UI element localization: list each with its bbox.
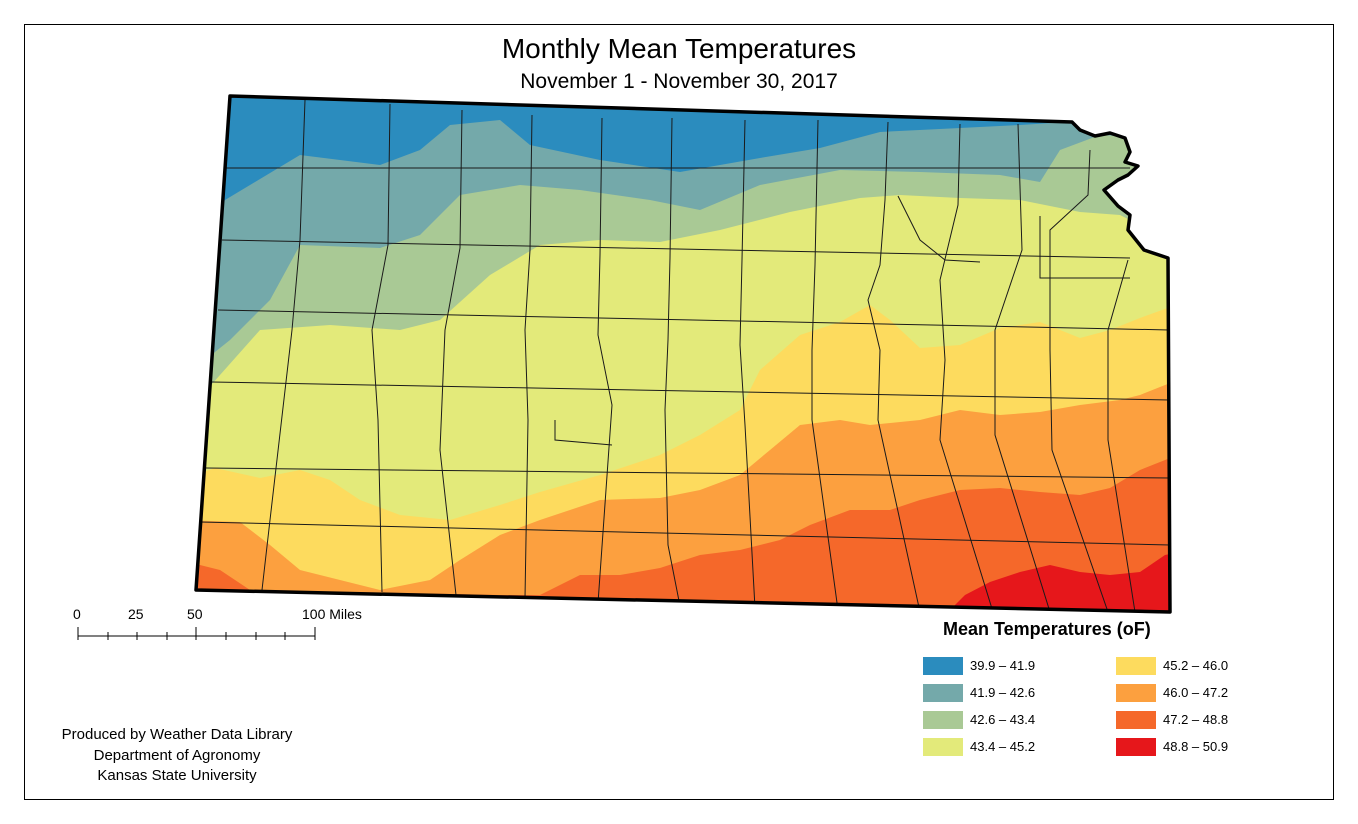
zone-47-2-48-8: [196, 450, 1170, 612]
legend-label: 42.6 – 43.4: [970, 712, 1036, 727]
scale-bar: [77, 627, 316, 640]
temperature-zones: [196, 96, 1170, 612]
credit-line-2: Department of Agronomy: [93, 747, 261, 764]
legend-label: 45.2 – 46.0: [1163, 658, 1229, 673]
map-title: Monthly Mean Temperatures: [501, 33, 857, 64]
legend-label: 48.8 – 50.9: [1163, 739, 1229, 754]
zone-48-8-50-9: [940, 550, 1170, 612]
legend-label: 43.4 – 45.2: [970, 739, 1036, 754]
legend-swatch: [923, 711, 963, 729]
map-subtitle: November 1 - November 30, 2017: [520, 70, 838, 93]
legend-label: 39.9 – 41.9: [970, 658, 1036, 673]
legend-swatch: [1116, 684, 1156, 702]
legend-swatch: [1116, 657, 1156, 675]
scale-label-50: 50: [187, 606, 203, 622]
scale-label-0: 0: [73, 606, 81, 622]
county-lines: [199, 99, 1170, 612]
legend-swatch: [1116, 738, 1156, 756]
credit-line-1: Produced by Weather Data Library: [61, 726, 293, 743]
legend-swatch: [923, 738, 963, 756]
legend-label: 47.2 – 48.8: [1163, 712, 1229, 727]
legend-label: 41.9 – 42.6: [970, 685, 1036, 700]
scale-label-100-miles: 100 Miles: [302, 606, 362, 622]
scale-label-25: 25: [128, 606, 144, 622]
legend-swatch: [923, 684, 963, 702]
legend-title: Mean Temperatures (oF): [943, 619, 1151, 639]
legend-swatch: [1116, 711, 1156, 729]
map-frame: [24, 24, 1334, 800]
legend-label: 46.0 – 47.2: [1163, 685, 1229, 700]
kansas-state-outline: [194, 94, 1172, 614]
credit-line-3: Kansas State University: [97, 767, 257, 784]
legend-swatch: [923, 657, 963, 675]
